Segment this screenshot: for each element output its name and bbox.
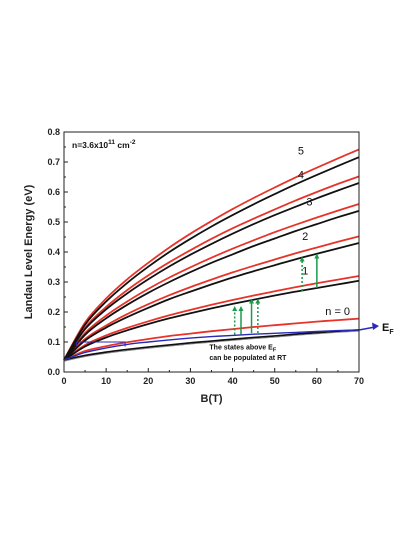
x-tick-label: 60: [312, 376, 322, 386]
x-tick-label: 20: [143, 376, 153, 386]
y-tick-label: 0.3: [47, 277, 60, 287]
density-unit-exponent: -2: [130, 139, 136, 146]
y-tick-label: 0.4: [47, 247, 60, 257]
transition-arrow-head: [232, 306, 238, 311]
level-label-1: 1: [302, 266, 308, 278]
note-line-1-text: The states above E: [209, 345, 273, 352]
y-tick-label: 0.1: [47, 337, 60, 347]
landau-level-black-line: [63, 210, 360, 361]
x-tick-label: 30: [185, 376, 195, 386]
note-line-2: can be populated at RT: [209, 355, 287, 362]
y-tick-label: 0.7: [47, 157, 60, 167]
landau-level-black-line: [63, 182, 360, 361]
y-tick-label: 0.5: [47, 217, 60, 227]
y-tick-label: 0.0: [47, 367, 60, 377]
fermi-label-subscript: F: [389, 329, 394, 336]
level-label-2: 2: [302, 231, 308, 243]
level-label-4: 4: [298, 170, 304, 182]
x-tick-label: 70: [354, 376, 364, 386]
transition-arrow-head: [249, 298, 255, 304]
landau-level-black-line: [63, 156, 360, 361]
carrier-density-label: n=3.6x1011 cm-2: [72, 139, 136, 150]
landau-level-red-line: [63, 275, 360, 361]
landau-level-black-line: [63, 242, 360, 361]
note-line-1-subscript: F: [273, 348, 277, 354]
transition-arrow-head: [299, 256, 305, 262]
landau-level-red-line: [63, 148, 360, 361]
y-tick-label: 0.2: [47, 307, 60, 317]
fermi-label-main: E: [382, 322, 389, 334]
landau-level-red-line: [63, 203, 360, 361]
density-exponent: 11: [108, 139, 115, 146]
transition-arrow-head: [238, 306, 244, 311]
origin-bracket: [76, 341, 126, 347]
transition-arrow-head: [314, 253, 320, 259]
density-unit: cm: [115, 140, 130, 150]
x-tick-label: 40: [228, 376, 238, 386]
x-tick-label: 50: [270, 376, 280, 386]
fermi-level-line: [63, 329, 360, 361]
landau-level-black-line: [63, 279, 360, 361]
x-axis-title: B(T): [201, 393, 223, 405]
landau-level-red-line: [63, 235, 360, 361]
level-label-3: 3: [306, 197, 312, 209]
landau-level-black-line: [63, 329, 360, 361]
fermi-arrow-head: [372, 322, 379, 330]
transition-arrow-head: [255, 298, 261, 304]
y-axis-title: Landau Level Energy (eV): [23, 184, 35, 319]
x-tick-label: 10: [101, 376, 111, 386]
fermi-level-label: EF: [382, 322, 394, 336]
y-tick-label: 0.6: [47, 187, 60, 197]
density-prefix: n=3.6x10: [72, 140, 108, 150]
landau-level-red-line: [63, 317, 360, 361]
note-line-1: The states above EF: [209, 345, 276, 354]
reference-line: [63, 330, 360, 362]
level-label-0: n = 0: [325, 306, 350, 318]
y-tick-label: 0.8: [47, 127, 60, 137]
fermi-arrow-shaft: [358, 326, 376, 331]
landau-level-red-line: [63, 175, 360, 361]
x-tick-label: 0: [61, 376, 66, 386]
level-label-5: 5: [298, 146, 304, 158]
